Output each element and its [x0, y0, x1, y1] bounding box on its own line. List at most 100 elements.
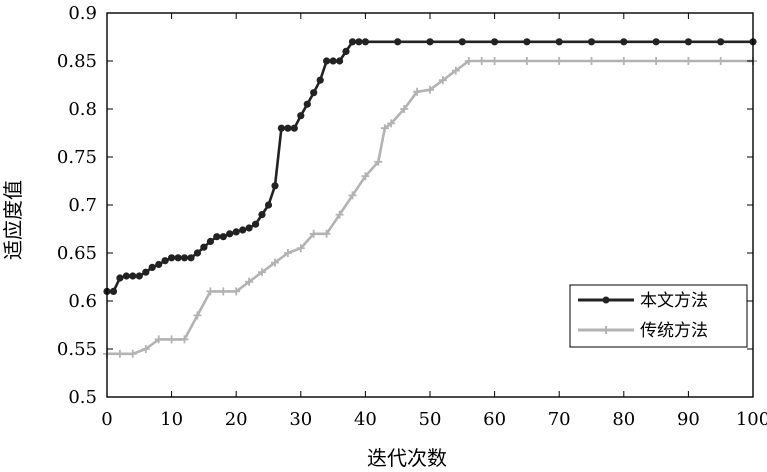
data-point-2 [180, 335, 189, 344]
x-tick-label: 70 [548, 409, 571, 430]
data-point-1 [219, 233, 227, 241]
y-tick-label: 0.9 [68, 3, 97, 24]
data-point-1 [239, 226, 247, 234]
data-point-1 [122, 272, 130, 280]
x-tick-label: 50 [419, 409, 442, 430]
data-point-1 [271, 182, 279, 190]
data-point-1 [148, 263, 156, 271]
data-point-2 [400, 105, 409, 113]
data-point-1 [587, 38, 596, 46]
data-point-2 [413, 87, 422, 96]
data-point-1 [426, 38, 434, 46]
data-point-2 [335, 210, 344, 219]
x-tick-label: 60 [483, 409, 506, 430]
data-point-2 [652, 57, 661, 65]
data-point-1 [193, 249, 201, 257]
x-tick-label: 0 [101, 409, 112, 430]
data-point-2 [219, 287, 228, 296]
y-tick-label: 0.7 [68, 195, 97, 216]
data-point-2 [206, 287, 215, 296]
y-tick-label: 0.65 [57, 243, 97, 264]
data-point-2 [380, 124, 389, 133]
data-point-1 [129, 272, 137, 280]
data-point-1 [277, 124, 285, 132]
data-point-2 [348, 191, 357, 200]
data-point-2 [128, 349, 137, 358]
data-point-1 [684, 38, 693, 46]
y-tick-label: 0.5 [68, 387, 97, 408]
data-point-2 [258, 268, 266, 277]
data-point-2 [141, 345, 150, 353]
x-tick-label: 80 [612, 409, 635, 430]
data-point-1 [555, 38, 563, 46]
data-point-1 [458, 38, 466, 46]
data-point-1 [717, 38, 725, 46]
data-point-2 [193, 311, 202, 320]
data-point-2 [619, 57, 628, 65]
y-tick-label: 0.8 [68, 99, 97, 120]
y-tick-label: 0.6 [68, 291, 97, 312]
data-point-2 [464, 57, 473, 65]
y-tick-label: 0.85 [57, 51, 97, 72]
data-point-2 [490, 57, 499, 65]
data-point-1 [161, 257, 169, 265]
x-axis-label: 迭代次数 [367, 446, 447, 470]
data-point-1 [361, 38, 369, 46]
data-point-1 [155, 260, 163, 269]
data-point-2 [232, 287, 241, 296]
data-point-1 [264, 201, 273, 209]
series-line-1 [107, 40, 753, 293]
data-point-1 [213, 233, 221, 241]
data-point-2 [522, 57, 531, 65]
data-point-2 [426, 85, 434, 94]
data-point-1 [310, 89, 318, 97]
data-point-2 [587, 57, 596, 65]
data-point-1 [290, 124, 298, 132]
x-tick-label: 90 [677, 409, 700, 430]
data-point-1 [323, 57, 331, 65]
data-point-2 [374, 157, 383, 166]
data-point-2 [716, 57, 725, 65]
data-point-1 [187, 254, 195, 262]
data-point-1 [652, 38, 660, 46]
x-tick-label: 40 [354, 409, 377, 430]
data-point-2 [361, 172, 370, 181]
x-tick-label: 100 [736, 409, 767, 430]
data-point-1 [135, 272, 143, 280]
data-point-1 [394, 38, 402, 46]
data-point-1 [258, 211, 266, 219]
data-point-1 [226, 230, 234, 238]
data-point-1 [297, 112, 305, 120]
data-point-2 [115, 349, 124, 358]
data-point-2 [245, 277, 254, 286]
data-point-1 [174, 254, 182, 262]
data-point-2 [283, 249, 292, 257]
data-point-1 [168, 254, 176, 262]
x-tick-label: 20 [225, 409, 248, 430]
x-tick-label: 10 [160, 409, 183, 430]
data-point-1 [342, 47, 350, 56]
data-point-1 [252, 220, 260, 228]
data-point-2 [438, 76, 447, 85]
data-point-2 [684, 57, 693, 65]
legend: 本文方法 传统方法 [569, 284, 748, 348]
data-point-1 [329, 57, 337, 65]
data-point-1 [109, 287, 118, 295]
data-point-1 [200, 243, 208, 251]
data-point-1 [491, 38, 499, 46]
x-tick-label: 30 [289, 409, 312, 430]
data-point-1 [355, 38, 363, 46]
data-point-1 [245, 224, 253, 232]
data-point-2 [322, 229, 331, 238]
y-tick-label: 0.55 [57, 339, 97, 360]
legend-swatch-marker-2 [602, 326, 610, 334]
ticks-layer: 0 10 20 30 40 50 60 70 80 90 100 0.5 0.55 0.6 0.65 0.7 0… [57, 3, 767, 430]
data-point-1 [303, 100, 311, 108]
series-line-2 [107, 59, 753, 356]
data-point-1 [116, 274, 124, 282]
series-layer [103, 38, 757, 358]
y-tick-label: 0.75 [57, 147, 97, 168]
data-point-1 [142, 268, 150, 276]
data-point-1 [316, 76, 324, 84]
